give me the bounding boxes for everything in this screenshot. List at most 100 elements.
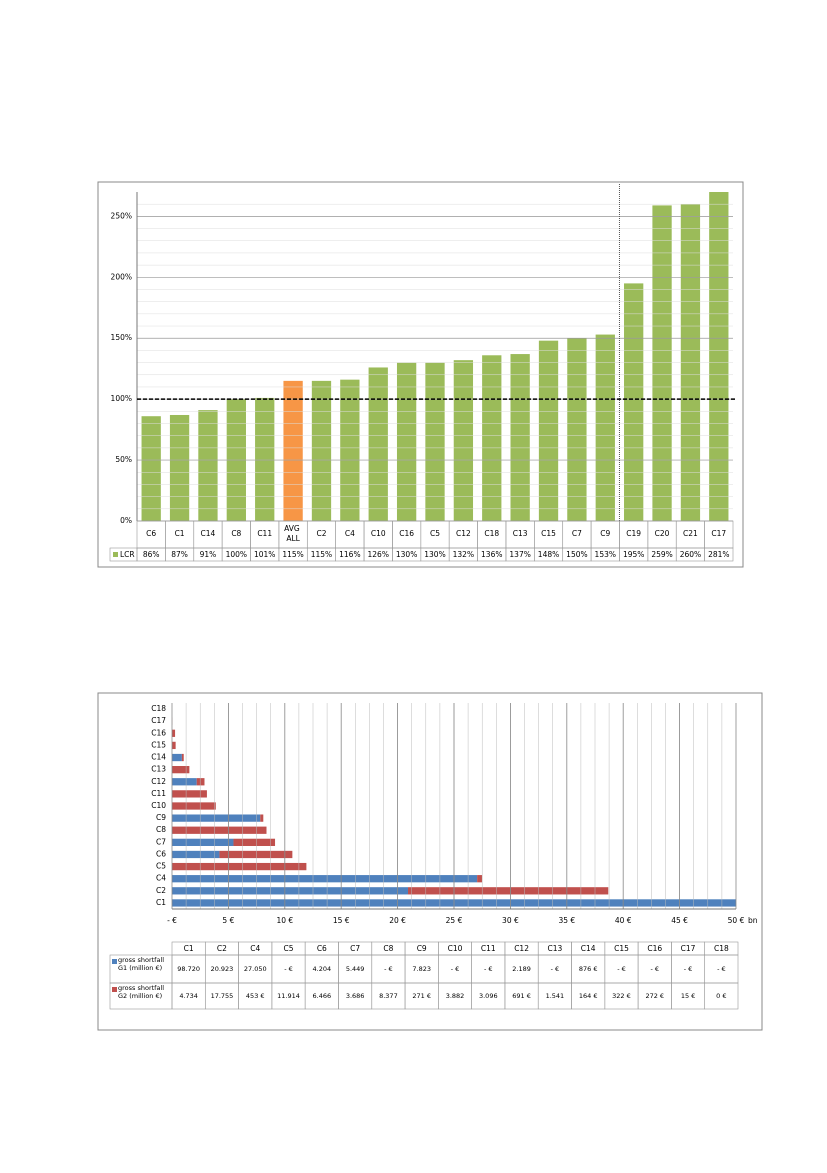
- bar: [709, 179, 728, 521]
- legend-label-box: gross shortfall G1 (million €): [118, 956, 170, 982]
- bar: [198, 410, 217, 521]
- bar: [624, 283, 643, 521]
- y-tick-label: 100%: [111, 394, 132, 403]
- bar: [510, 354, 529, 521]
- y-tick-label: C5: [156, 862, 166, 871]
- x-tick-label: C5: [430, 529, 440, 538]
- value-label: 132%: [453, 550, 474, 559]
- y-tick-label: C13: [151, 765, 166, 774]
- x-tick-label: 25 €: [446, 916, 463, 925]
- value-label: 115%: [282, 550, 303, 559]
- value-label: - €: [484, 965, 493, 973]
- bar: [255, 398, 274, 521]
- value-label: 4.204: [313, 965, 332, 973]
- bar: [482, 355, 501, 521]
- value-label: 5.449: [346, 965, 365, 973]
- value-label: 116%: [339, 550, 360, 559]
- bar: [170, 415, 189, 521]
- value-label: 3.882: [446, 992, 465, 1000]
- value-label: - €: [650, 965, 659, 973]
- table-header: C17: [681, 944, 696, 953]
- bar-segment: [219, 851, 292, 858]
- x-tick-label: C7: [572, 529, 582, 538]
- value-label: 8.377: [379, 992, 398, 1000]
- legend-swatch: [112, 987, 117, 992]
- legend-label: gross shortfall G2 (million €): [118, 984, 170, 1000]
- x-tick-label: C14: [201, 529, 216, 538]
- y-tick-label: C7: [156, 837, 166, 846]
- bar: [369, 367, 388, 521]
- chart-frame: [98, 182, 743, 567]
- value-label: 281%: [708, 550, 729, 559]
- table-header: C2: [217, 944, 227, 953]
- value-label: 150%: [566, 550, 587, 559]
- bar: [283, 381, 302, 521]
- x-tick-label: C8: [231, 529, 241, 538]
- x-tick-label: 40 €: [615, 916, 632, 925]
- bar: [142, 416, 161, 521]
- table-header: C1: [184, 944, 194, 953]
- value-label: - €: [451, 965, 460, 973]
- legend-label: gross shortfall G1 (million €): [118, 956, 170, 972]
- x-tick-label: C13: [513, 529, 528, 538]
- bar-segment: [172, 887, 408, 894]
- bar: [567, 338, 586, 521]
- x-tick-label: - €: [167, 916, 177, 925]
- x-tick-label: C19: [626, 529, 641, 538]
- y-tick-label: 50%: [115, 455, 132, 464]
- y-tick-label: C9: [156, 813, 166, 822]
- y-tick-label: C12: [151, 777, 166, 786]
- y-tick-label: C15: [151, 740, 166, 749]
- bar-segment: [172, 754, 182, 761]
- value-label: - €: [717, 965, 726, 973]
- legend-swatch: [113, 552, 118, 557]
- value-label: 130%: [396, 550, 417, 559]
- table-header: C13: [547, 944, 562, 953]
- value-label: - €: [284, 965, 293, 973]
- value-label: 876 €: [579, 965, 598, 973]
- value-label: 153%: [595, 550, 616, 559]
- bar-segment: [172, 778, 197, 785]
- x-tick-label: C11: [257, 529, 272, 538]
- value-label: 3.686: [346, 992, 365, 1000]
- y-tick-label: C8: [156, 825, 166, 834]
- y-tick-label: 0%: [120, 516, 132, 525]
- y-tick-label: C4: [156, 874, 166, 883]
- table-header: C8: [383, 944, 393, 953]
- x-tick-label: C18: [484, 529, 499, 538]
- bar: [397, 363, 416, 521]
- value-label: 20.923: [211, 965, 234, 973]
- value-label: 3.096: [479, 992, 498, 1000]
- value-label: 195%: [623, 550, 644, 559]
- x-tick-label: 50 €: [728, 916, 745, 925]
- value-label: 1.541: [546, 992, 565, 1000]
- x-tick-label: C2: [316, 529, 326, 538]
- bar-segment: [172, 863, 306, 870]
- value-label: 100%: [226, 550, 247, 559]
- value-label: 4.734: [179, 992, 198, 1000]
- x-tick-label: C9: [600, 529, 610, 538]
- value-label: 136%: [481, 550, 502, 559]
- x-tick-label: 30 €: [502, 916, 519, 925]
- value-label: 260%: [680, 550, 701, 559]
- table-header: C9: [417, 944, 427, 953]
- y-tick-label: C6: [156, 849, 166, 858]
- value-label: 691 €: [512, 992, 531, 1000]
- value-label: 91%: [200, 550, 217, 559]
- x-tick-label: 5 €: [222, 916, 234, 925]
- value-label: 453 €: [246, 992, 265, 1000]
- table-header: C15: [614, 944, 629, 953]
- value-label: 2.189: [512, 965, 531, 973]
- bar-segment: [172, 742, 176, 749]
- y-tick-label: C2: [156, 886, 166, 895]
- x-tick-label: C12: [456, 529, 471, 538]
- value-label: 98.720: [177, 965, 200, 973]
- x-tick-label: C15: [541, 529, 556, 538]
- y-tick-label: C14: [151, 753, 166, 762]
- value-label: 15 €: [681, 992, 695, 1000]
- value-label: 87%: [171, 550, 188, 559]
- table-header: C7: [350, 944, 360, 953]
- bar-segment: [182, 754, 184, 761]
- bar-segment: [172, 875, 477, 882]
- bar-segment: [172, 899, 827, 906]
